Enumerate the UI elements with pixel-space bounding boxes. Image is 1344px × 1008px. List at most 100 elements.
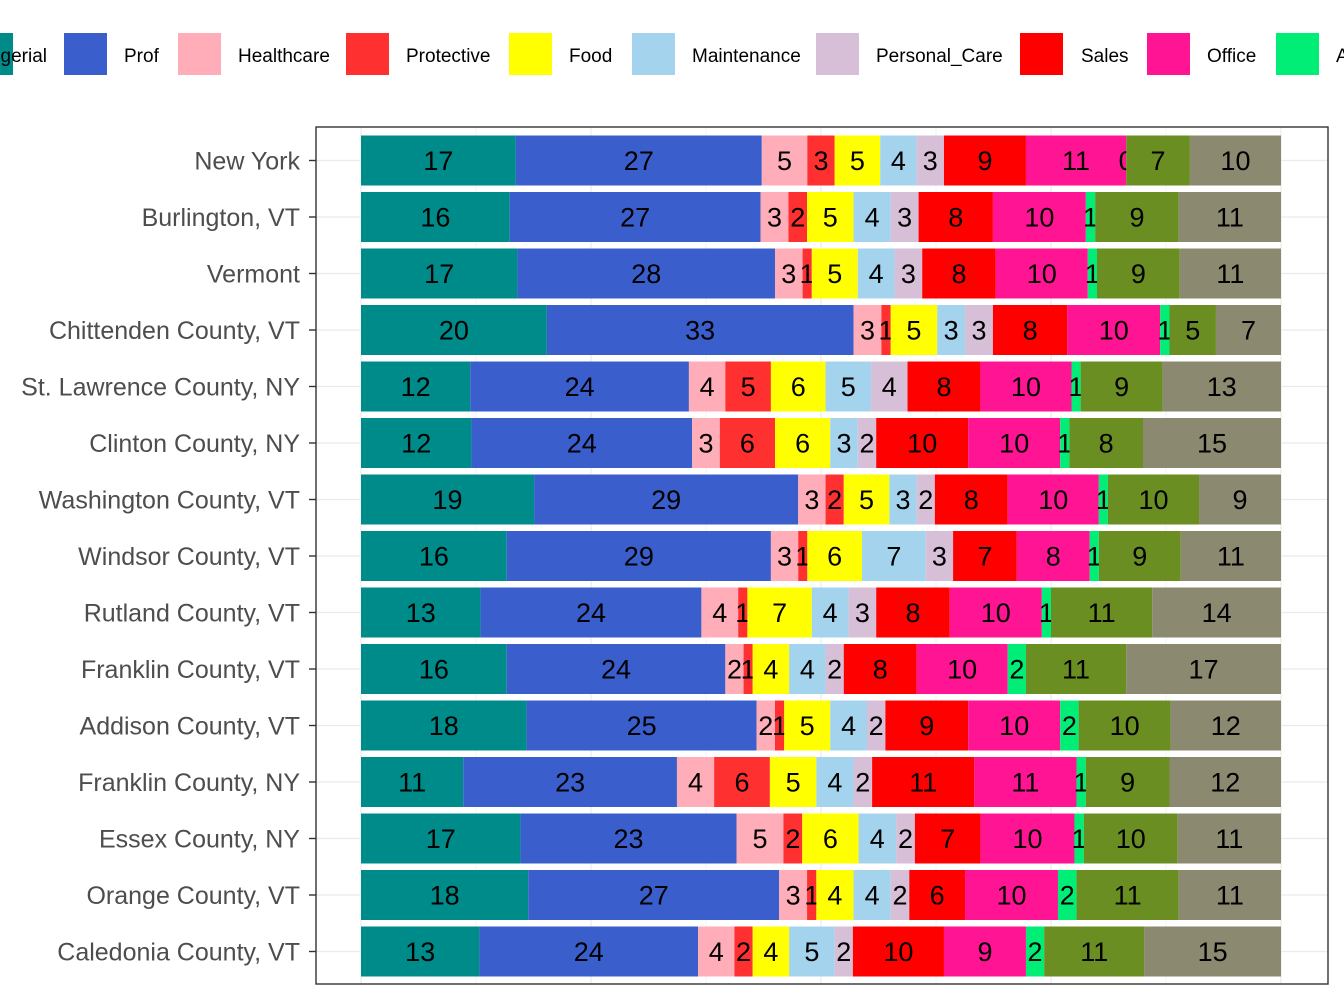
bar-row-vermont: 17 28 3 1 5 4 3 8 10 1 9 11 bbox=[361, 248, 1281, 299]
y-tick-label: Vermont bbox=[207, 261, 300, 289]
data-label-maintenance: 5 bbox=[804, 937, 819, 967]
data-label-sales: 8 bbox=[936, 372, 951, 402]
bar-segment-agriculture bbox=[1060, 700, 1079, 751]
legend-swatch bbox=[346, 33, 389, 75]
data-label-office: 8 bbox=[1046, 542, 1061, 572]
data-label-office: 9 bbox=[977, 937, 992, 967]
legend-label: Personal_Care bbox=[876, 46, 1003, 67]
y-tick-label: Rutland County, VT bbox=[84, 600, 300, 628]
bar-segment-agriculture bbox=[1074, 813, 1084, 864]
data-label-prof: 27 bbox=[639, 881, 669, 911]
data-label-construction: 8 bbox=[1099, 429, 1114, 459]
bar-segment-personal-care bbox=[896, 813, 915, 864]
bar-segment-personal-care bbox=[867, 700, 886, 751]
bar-segment-food bbox=[807, 192, 854, 242]
bar-segment-food bbox=[752, 644, 790, 694]
bar-segment-maintenance bbox=[857, 248, 895, 299]
data-label-protective: 1 bbox=[804, 881, 819, 911]
data-label-sales: 6 bbox=[930, 881, 945, 911]
y-tick-label: Franklin County, VT bbox=[81, 656, 300, 684]
bar-segment-healthcare bbox=[701, 587, 739, 638]
legend-item-food: Food bbox=[509, 33, 612, 75]
bar-segment-protective bbox=[802, 248, 812, 299]
data-label-office: 10 bbox=[947, 655, 977, 685]
bar-segment-sales bbox=[852, 926, 944, 977]
bar-row-windsor-county-vt: 16 29 3 1 6 7 3 7 8 1 9 11 bbox=[361, 531, 1281, 581]
data-label-production: 9 bbox=[1232, 485, 1247, 515]
data-label-construction: 9 bbox=[1120, 768, 1135, 798]
bar-row-franklin-county-ny: 11 23 4 6 5 4 2 11 11 1 9 12 bbox=[361, 757, 1281, 807]
bar-segment-maintenance bbox=[816, 757, 854, 807]
bar-segment-production bbox=[1170, 700, 1281, 751]
bar-row-rutland-county-vt: 13 24 4 1 7 4 3 8 10 1 11 14 bbox=[361, 587, 1281, 638]
data-label-office: 10 bbox=[981, 598, 1011, 628]
bar-segment-prof bbox=[479, 926, 699, 977]
data-label-managerial: 17 bbox=[426, 824, 456, 854]
bar-segment-agriculture bbox=[1007, 644, 1026, 694]
y-tick-label: Washington County, VT bbox=[39, 487, 300, 515]
bar-row-addison-county-vt: 18 25 21 5 4 2 9 10 2 10 12 bbox=[361, 700, 1281, 751]
data-label-construction: 11 bbox=[1080, 937, 1108, 967]
data-label-office: 10 bbox=[1027, 259, 1057, 289]
legend-item-sales: Sales bbox=[1020, 33, 1129, 75]
data-label-healthcare: 3 bbox=[767, 203, 782, 233]
bar-segment-sales bbox=[909, 870, 966, 920]
bar-segment-agriculture bbox=[1060, 418, 1070, 468]
bar-segment-healthcare bbox=[798, 474, 826, 525]
bar-segment-office bbox=[916, 644, 1008, 694]
data-label-sales: 8 bbox=[905, 598, 920, 628]
legend-label: Maintenance bbox=[692, 46, 801, 67]
bar-segment-personal-care bbox=[857, 418, 877, 468]
data-label-managerial: 13 bbox=[406, 598, 436, 628]
plot-area: 1727535439110710162732543810191117283154… bbox=[315, 126, 1329, 985]
data-label-construction: 9 bbox=[1132, 542, 1147, 572]
bar-segment-production bbox=[1162, 361, 1281, 412]
bar-segment-sales bbox=[943, 135, 1026, 186]
data-label-protective: 2 bbox=[736, 937, 751, 967]
data-label-personal-care: 2 bbox=[859, 429, 874, 459]
data-label-agriculture: 1 bbox=[1087, 542, 1102, 572]
bar-segment-sales bbox=[914, 813, 981, 864]
bar-segment-agriculture bbox=[1085, 192, 1096, 242]
bar-segment-maintenance bbox=[811, 587, 849, 638]
y-tick-label: Burlington, VT bbox=[142, 204, 300, 232]
bar-segment-agriculture bbox=[1087, 248, 1097, 299]
bar-segment-personal-care bbox=[965, 305, 993, 355]
data-label-sales: 11 bbox=[909, 768, 937, 798]
data-label-food: 5 bbox=[786, 768, 801, 798]
data-label-food: 6 bbox=[791, 372, 806, 402]
data-label-managerial: 12 bbox=[401, 429, 431, 459]
bar-segment-food bbox=[843, 474, 890, 525]
bar-segment-protective bbox=[775, 700, 785, 751]
legend-label: Protective bbox=[406, 46, 490, 67]
bar-segment-office bbox=[949, 587, 1042, 638]
legend-swatch bbox=[1147, 33, 1190, 75]
data-label-production: 12 bbox=[1211, 711, 1241, 741]
data-label-maintenance: 4 bbox=[870, 824, 885, 854]
data-label-managerial: 20 bbox=[439, 316, 469, 346]
bar-segment-healthcare bbox=[756, 700, 775, 751]
bar-segment-maintenance bbox=[889, 474, 917, 525]
data-label-maintenance: 4 bbox=[865, 881, 880, 911]
data-label-food: 5 bbox=[827, 259, 842, 289]
bar-row-essex-county-ny: 17 23 5 2 6 4 2 7 10 1 10 11 bbox=[361, 813, 1281, 864]
bar-segment-personal-care bbox=[916, 474, 935, 525]
data-label-production: 11 bbox=[1217, 542, 1245, 572]
data-label-food: 6 bbox=[823, 824, 838, 854]
bar-segment-food bbox=[807, 531, 862, 581]
data-label-food: 4 bbox=[763, 937, 778, 967]
data-label-personal-care: 2 bbox=[827, 655, 842, 685]
data-label-agriculture: 1 bbox=[1074, 768, 1089, 798]
data-label-maintenance: 4 bbox=[869, 259, 884, 289]
bar-segment-construction bbox=[1126, 135, 1190, 186]
data-label-healthcare: 3 bbox=[786, 881, 801, 911]
data-label-construction: 11 bbox=[1114, 881, 1142, 911]
data-label-healthcare: 4 bbox=[712, 598, 727, 628]
bar-segment-prof bbox=[546, 305, 854, 355]
bar-segment-construction bbox=[1025, 644, 1127, 694]
bar-segment-personal-care bbox=[916, 135, 944, 186]
data-label-personal-care: 2 bbox=[918, 485, 933, 515]
bar-segment-protective bbox=[783, 813, 803, 864]
legend-label: A bbox=[1336, 46, 1344, 67]
bar-segment-production bbox=[1126, 644, 1281, 694]
